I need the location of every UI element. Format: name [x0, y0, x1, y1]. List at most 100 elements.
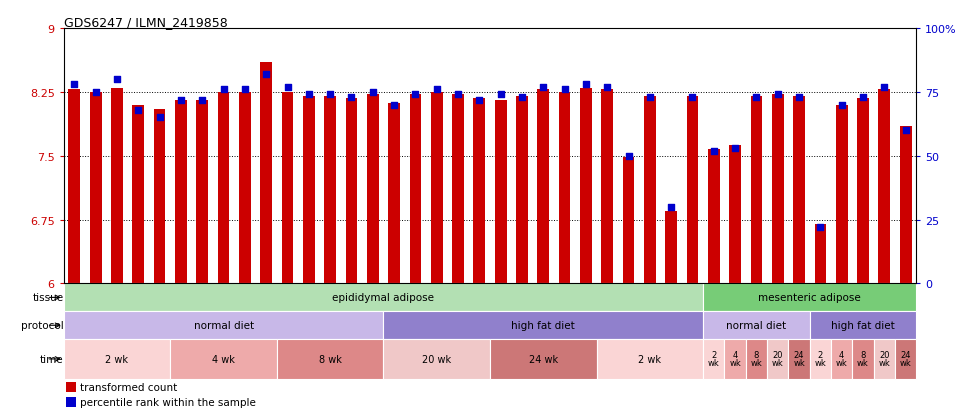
Text: 2
wk: 2 wk [814, 351, 826, 368]
Text: 2 wk: 2 wk [106, 354, 128, 364]
Bar [367, 95, 378, 284]
Text: mesenteric adipose: mesenteric adipose [759, 293, 861, 303]
Bar [132, 105, 144, 284]
Point [685, 95, 701, 101]
Bar [431, 93, 443, 284]
Point [620, 153, 636, 160]
Bar [64, 284, 704, 311]
Text: tissue: tissue [32, 293, 64, 303]
Bar [836, 105, 848, 284]
Bar [580, 88, 592, 284]
Point [812, 224, 828, 231]
Bar [729, 146, 741, 284]
Point [259, 71, 274, 78]
Bar [281, 93, 293, 284]
Bar [708, 150, 719, 284]
Bar [495, 101, 507, 284]
Text: epididymal adipose: epididymal adipose [332, 293, 434, 303]
Bar [111, 88, 122, 284]
Bar [90, 93, 102, 284]
Point [152, 115, 168, 121]
Point [578, 82, 594, 88]
Bar [276, 339, 383, 379]
Point [88, 89, 104, 96]
Point [130, 107, 146, 114]
Text: 24 wk: 24 wk [529, 354, 558, 364]
Text: protocol: protocol [21, 320, 64, 330]
Bar [66, 397, 76, 407]
Bar [793, 97, 805, 284]
Bar [900, 127, 911, 284]
Text: 4 wk: 4 wk [212, 354, 235, 364]
Bar [383, 339, 490, 379]
Text: 20
wk: 20 wk [878, 351, 890, 368]
Point [706, 148, 721, 154]
Bar [66, 382, 76, 392]
Bar [383, 311, 704, 339]
Text: high fat diet: high fat diet [512, 320, 575, 330]
Text: GDS6247 / ILMN_2419858: GDS6247 / ILMN_2419858 [64, 16, 227, 29]
Point [514, 95, 530, 101]
Point [173, 97, 189, 104]
Bar [473, 99, 485, 284]
Text: normal diet: normal diet [193, 320, 254, 330]
Bar [196, 101, 208, 284]
Bar [704, 284, 916, 311]
Point [791, 95, 807, 101]
Bar [69, 90, 80, 284]
Text: 2 wk: 2 wk [638, 354, 662, 364]
Point [216, 87, 231, 93]
Bar [767, 339, 789, 379]
Text: 20
wk: 20 wk [772, 351, 784, 368]
Bar [724, 339, 746, 379]
Text: transformed count: transformed count [79, 382, 177, 392]
Text: 8 wk: 8 wk [318, 354, 342, 364]
Bar [788, 339, 809, 379]
Bar [452, 95, 464, 284]
Point [429, 87, 445, 93]
Bar [809, 311, 916, 339]
Bar [831, 339, 853, 379]
Point [365, 89, 380, 96]
Point [408, 92, 423, 98]
Point [898, 128, 913, 134]
Point [279, 84, 295, 91]
Bar [704, 339, 724, 379]
Bar [644, 97, 656, 284]
Point [322, 92, 338, 98]
Text: high fat diet: high fat diet [831, 320, 895, 330]
Text: time: time [40, 354, 64, 364]
Bar [874, 339, 895, 379]
Point [770, 92, 786, 98]
Point [386, 102, 402, 109]
Bar [154, 109, 166, 284]
Point [557, 87, 572, 93]
Point [450, 92, 465, 98]
Bar [878, 90, 890, 284]
Point [344, 95, 360, 101]
Text: 4
wk: 4 wk [836, 351, 848, 368]
Bar [704, 311, 809, 339]
Text: 4
wk: 4 wk [729, 351, 741, 368]
Point [727, 145, 743, 152]
Bar [175, 101, 187, 284]
Bar [858, 99, 869, 284]
Text: 24
wk: 24 wk [793, 351, 805, 368]
Text: 8
wk: 8 wk [858, 351, 869, 368]
Bar [622, 158, 634, 284]
Point [194, 97, 210, 104]
Bar [64, 311, 383, 339]
Bar [239, 93, 251, 284]
Bar [853, 339, 874, 379]
Point [535, 84, 551, 91]
Point [67, 82, 82, 88]
Bar [303, 97, 315, 284]
Text: percentile rank within the sample: percentile rank within the sample [79, 397, 256, 407]
Bar [746, 339, 767, 379]
Bar [602, 90, 613, 284]
Bar [388, 104, 400, 284]
Text: 2
wk: 2 wk [708, 351, 719, 368]
Bar [261, 63, 272, 284]
Bar [537, 90, 549, 284]
Bar [64, 339, 171, 379]
